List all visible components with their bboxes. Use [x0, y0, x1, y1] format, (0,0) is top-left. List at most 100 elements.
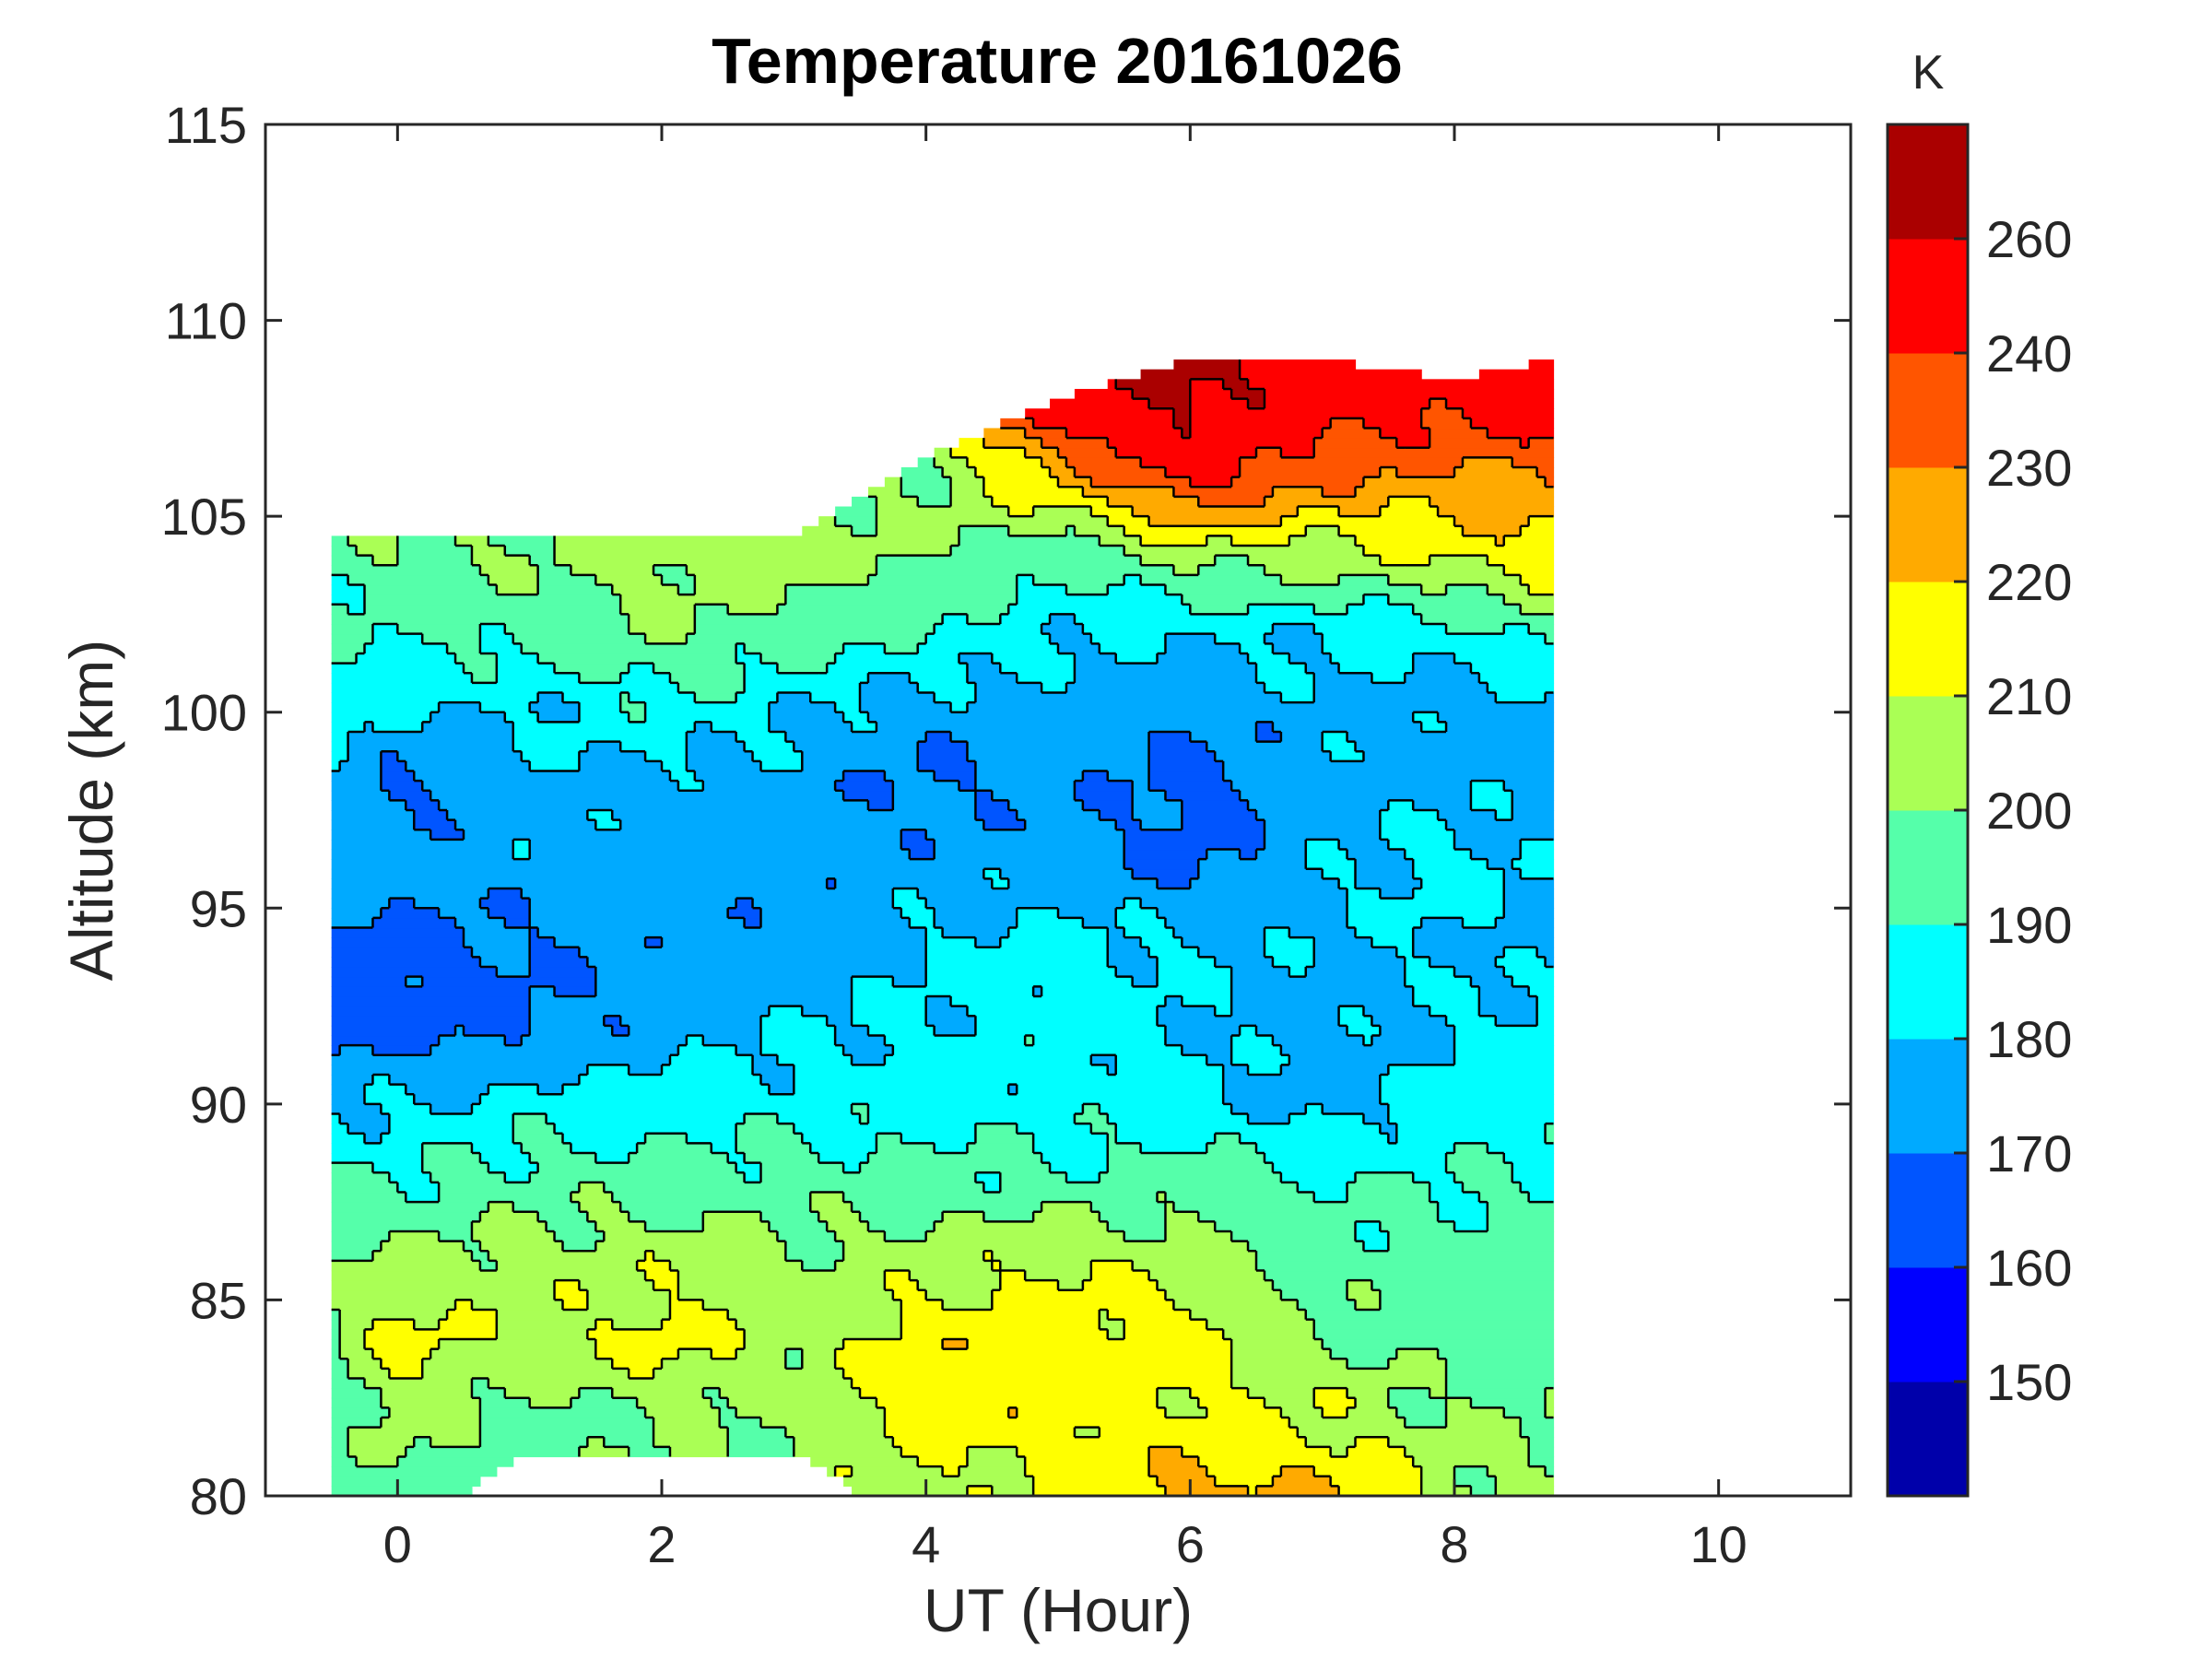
- contour-cell: [1206, 849, 1241, 860]
- contour-cell: [537, 712, 581, 723]
- contour-cell: [554, 1124, 737, 1135]
- contour-cell: [802, 525, 853, 536]
- contour-cell: [1223, 1084, 1381, 1095]
- contour-cell: [735, 643, 746, 654]
- contour-cell: [512, 849, 531, 860]
- contour-cell: [579, 751, 646, 762]
- contour-cell: [1074, 525, 1125, 536]
- contour-cell: [422, 1359, 613, 1370]
- contour-cell: [595, 976, 853, 987]
- contour-cell: [645, 1221, 704, 1232]
- contour-cell: [686, 1035, 704, 1046]
- contour-cell: [331, 1084, 366, 1095]
- contour-cell: [529, 917, 746, 929]
- contour-cell: [1305, 525, 1340, 536]
- contour-cell: [967, 614, 1001, 625]
- contour-cell: [1396, 1124, 1547, 1135]
- contour-cell: [496, 673, 581, 684]
- contour-cell: [1033, 986, 1042, 997]
- contour-cell: [892, 976, 927, 987]
- contour-cell: [1173, 487, 1274, 498]
- contour-cell: [992, 878, 1009, 889]
- contour-cell: [686, 731, 737, 743]
- contour-cell: [802, 760, 919, 772]
- contour-cell: [777, 1231, 836, 1242]
- contour-cell: [702, 1035, 762, 1046]
- contour-cell: [1215, 751, 1332, 762]
- y-axis-label: Altitude (km): [57, 640, 125, 981]
- contour-cell: [479, 898, 531, 909]
- contour-cell: [975, 1172, 1001, 1183]
- contour-cell: [1090, 1202, 1167, 1213]
- contour-cell: [1371, 1280, 1555, 1291]
- contour-cell: [1355, 1172, 1414, 1183]
- contour-cell: [1495, 692, 1547, 703]
- contour-cell: [645, 1133, 688, 1144]
- contour-cell: [1313, 1329, 1555, 1340]
- contour-cell: [587, 741, 621, 752]
- contour-cell: [735, 1348, 786, 1359]
- contour-cell: [1165, 1486, 1249, 1497]
- contour-cell: [1430, 1388, 1447, 1399]
- contour-cell: [1017, 917, 1084, 929]
- contour-cell: [1223, 771, 1555, 782]
- contour-cell: [331, 1251, 374, 1262]
- contour-cell: [785, 731, 927, 743]
- contour-cell: [554, 546, 952, 557]
- contour-cell: [1454, 1221, 1488, 1232]
- contour-cell: [455, 819, 596, 830]
- contour-cell: [331, 790, 390, 801]
- contour-cell: [1157, 1397, 1199, 1408]
- contour-cell: [992, 1486, 1034, 1497]
- contour-cell: [397, 535, 456, 547]
- contour-cell: [512, 633, 646, 644]
- contour-cell: [372, 1074, 390, 1086]
- contour-cell: [331, 565, 481, 576]
- contour-cell: [810, 1143, 877, 1154]
- contour-cell: [876, 496, 919, 508]
- contour-cell: [777, 663, 828, 674]
- contour-cell: [1033, 506, 1092, 517]
- contour-cell: [843, 1338, 944, 1350]
- contour-cell: [1520, 839, 1555, 851]
- contour-cell: [612, 1319, 663, 1330]
- contour-cell: [1363, 1006, 1430, 1017]
- contour-cell: [1280, 447, 1315, 458]
- contour-cell: [925, 947, 1109, 959]
- contour-cell: [1495, 535, 1505, 547]
- contour-cell: [983, 487, 1084, 498]
- contour-cell: [1272, 1035, 1365, 1046]
- contour-cell: [1140, 898, 1348, 909]
- contour-cell: [1008, 604, 1191, 616]
- contour-cell: [1148, 731, 1191, 743]
- contour-cell: [769, 712, 844, 723]
- contour-cell: [1000, 1280, 1059, 1291]
- contour-cell: [488, 888, 523, 900]
- contour-cell: [900, 1446, 969, 1458]
- contour-cell: [1528, 986, 1555, 997]
- contour-cell: [1107, 379, 1117, 390]
- contour-cell: [950, 731, 1150, 743]
- contour-cell: [496, 1260, 638, 1272]
- contour-cell: [1107, 1065, 1117, 1076]
- contour-cell: [1157, 1016, 1340, 1027]
- contour-cell: [372, 633, 423, 644]
- colorbar-band: [1888, 353, 1968, 468]
- contour-cell: [1256, 722, 1274, 733]
- contour-cell: [1132, 790, 1167, 801]
- contour-cell: [1330, 418, 1365, 429]
- contour-cell: [1124, 927, 1175, 938]
- contour-cell: [364, 584, 498, 595]
- contour-cell: [727, 1397, 877, 1408]
- contour-cell: [677, 584, 696, 595]
- contour-cell: [1148, 1466, 1207, 1477]
- contour-cell: [331, 1329, 341, 1340]
- colorbar-tick-label: 210: [1986, 667, 2072, 725]
- contour-cell: [1065, 682, 1265, 694]
- contour-cell: [331, 555, 374, 566]
- contour-cell: [1223, 1329, 1315, 1340]
- contour-cell: [471, 673, 498, 684]
- contour-cell: [512, 839, 531, 851]
- contour-cell: [1140, 555, 1216, 566]
- contour-cell: [950, 477, 984, 488]
